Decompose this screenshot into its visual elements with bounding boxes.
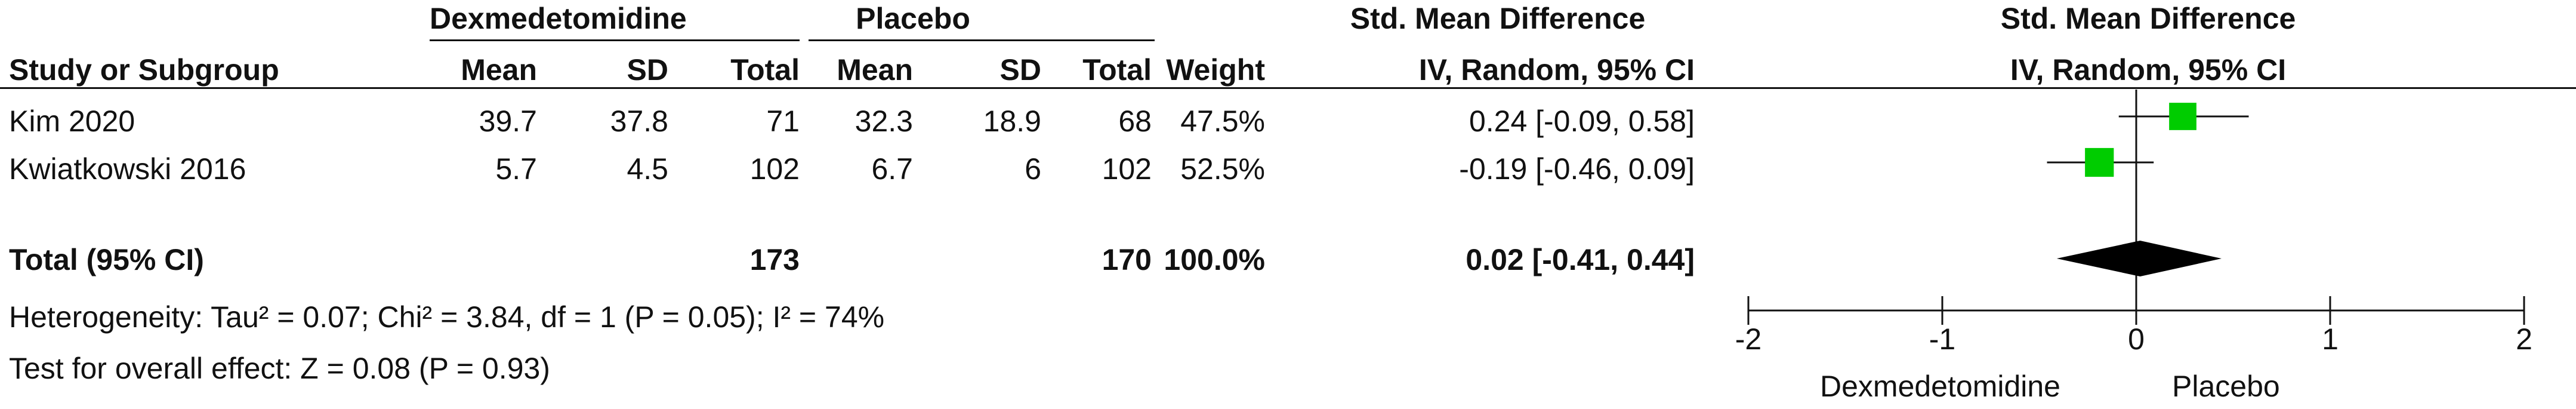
study-effect-marker [2169, 103, 2196, 130]
x-axis-tick-label: -2 [1735, 322, 1761, 356]
column-header-effect: IV, Random, 95% CI [1418, 53, 1695, 87]
x-axis-tick-label: 2 [2516, 322, 2532, 356]
study-exp-mean: 5.7 [495, 152, 537, 186]
study-exp-sd: 37.8 [610, 104, 668, 138]
control-header-rule [809, 39, 1155, 41]
experimental-header-rule [430, 39, 800, 41]
favours-left-label: Dexmedetomidine [1820, 370, 2060, 403]
favours-right-label: Placebo [2172, 370, 2280, 403]
study-name: Kim 2020 [9, 104, 135, 138]
group-header-experimental: Dexmedetomidine [430, 2, 687, 35]
total-exp-total: 173 [749, 243, 800, 276]
study-name: Kwiatkowski 2016 [9, 152, 246, 186]
column-header-weight: Weight [1166, 53, 1265, 87]
total-ctl-total: 170 [1102, 243, 1152, 276]
study-effect: -0.19 [-0.46, 0.09] [1459, 152, 1695, 186]
column-header-exp-mean: Mean [461, 53, 537, 87]
study-ctl-total: 102 [1102, 152, 1152, 186]
x-axis-tick-label: 1 [2322, 322, 2339, 356]
study-effect-marker [2085, 147, 2114, 177]
table-header-rule [0, 87, 2576, 89]
x-axis-tick-label: -1 [1929, 322, 1955, 356]
column-header-ctl-total: Total [1082, 53, 1152, 87]
study-ctl-total: 68 [1118, 104, 1152, 138]
study-ctl-sd: 6 [1025, 152, 1041, 186]
column-header-exp-total: Total [730, 53, 800, 87]
study-weight: 47.5% [1180, 104, 1265, 138]
study-ctl-mean: 6.7 [871, 152, 913, 186]
study-effect: 0.24 [-0.09, 0.58] [1469, 104, 1695, 138]
study-exp-sd: 4.5 [627, 152, 668, 186]
plot-title: Std. Mean Difference [2000, 2, 2296, 35]
column-header-exp-sd: SD [627, 53, 668, 87]
total-weight: 100.0% [1164, 243, 1265, 276]
heterogeneity-note: Heterogeneity: Tau² = 0.07; Chi² = 3.84,… [9, 300, 885, 334]
column-header-ctl-mean: Mean [837, 53, 913, 87]
study-ctl-sd: 18.9 [983, 104, 1041, 138]
summary-diamond [2056, 241, 2222, 276]
study-exp-total: 102 [749, 152, 800, 186]
study-exp-mean: 39.7 [479, 104, 537, 138]
overall-effect-note: Test for overall effect: Z = 0.08 (P = 0… [9, 352, 550, 385]
column-header-study: Study or Subgroup [9, 53, 279, 87]
total-effect: 0.02 [-0.41, 0.44] [1466, 243, 1695, 276]
study-weight: 52.5% [1180, 152, 1265, 186]
study-ctl-mean: 32.3 [854, 104, 913, 138]
study-exp-total: 71 [766, 104, 800, 138]
plot-subtitle: IV, Random, 95% CI [2010, 53, 2287, 87]
x-axis-tick-label: 0 [2128, 322, 2145, 356]
column-header-ctl-sd: SD [999, 53, 1041, 87]
group-header-std-mean-diff: Std. Mean Difference [1350, 2, 1646, 35]
total-label: Total (95% CI) [9, 243, 204, 276]
group-header-control: Placebo [856, 2, 970, 35]
